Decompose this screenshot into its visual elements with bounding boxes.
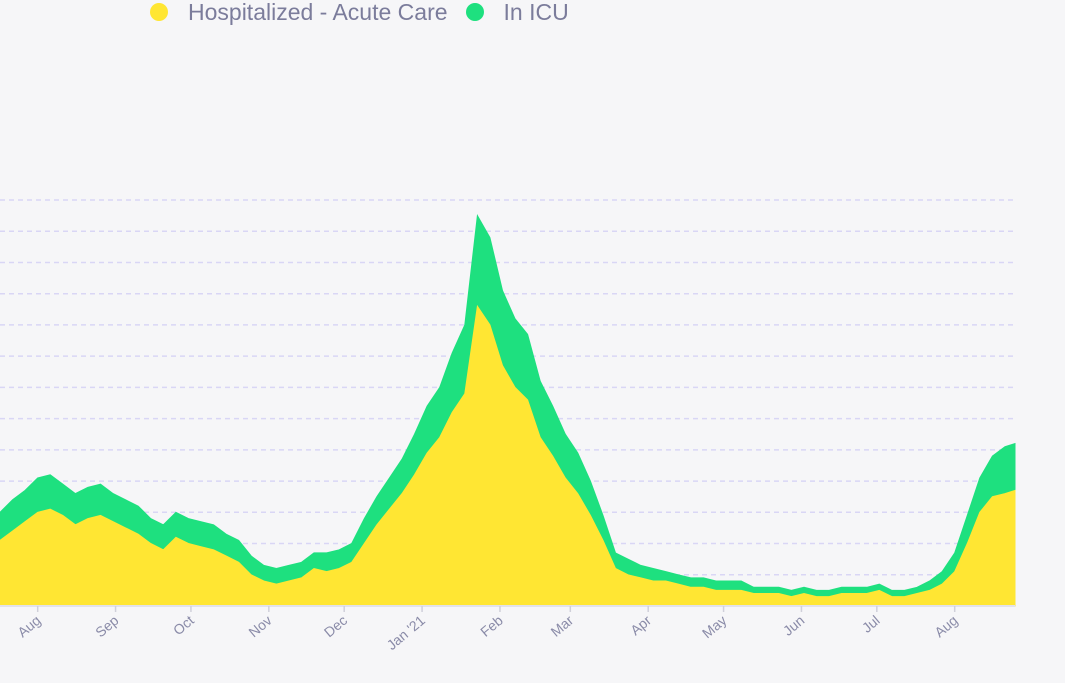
legend-swatch-acute-care xyxy=(150,3,168,21)
x-tick-label: Apr xyxy=(627,612,654,638)
x-tick-label: Oct xyxy=(170,612,197,638)
x-tick-label: May xyxy=(699,612,730,641)
x-tick-label: Aug xyxy=(14,612,43,640)
legend-label-acute-care: Hospitalized - Acute Care xyxy=(188,0,448,25)
x-tick-label: Jan '21 xyxy=(383,612,428,653)
x-tick-label: Sep xyxy=(92,612,122,640)
legend-label-icu: In ICU xyxy=(503,0,569,25)
legend-swatch-icu xyxy=(465,3,484,21)
x-tick-label: Aug xyxy=(931,612,960,640)
x-tick-label: Nov xyxy=(245,612,274,640)
x-tick-label: Dec xyxy=(321,612,350,640)
chart-legend: Hospitalized - Acute Care In ICU xyxy=(150,0,569,28)
legend-item-acute-care[interactable]: Hospitalized - Acute Care xyxy=(150,0,448,26)
x-tick-label: Jul xyxy=(859,612,883,636)
legend-item-icu[interactable]: In ICU xyxy=(465,0,569,26)
x-tick-label: Jun xyxy=(780,612,808,639)
x-tick-label: Feb xyxy=(477,612,506,640)
x-tick-label: Mar xyxy=(547,612,576,640)
